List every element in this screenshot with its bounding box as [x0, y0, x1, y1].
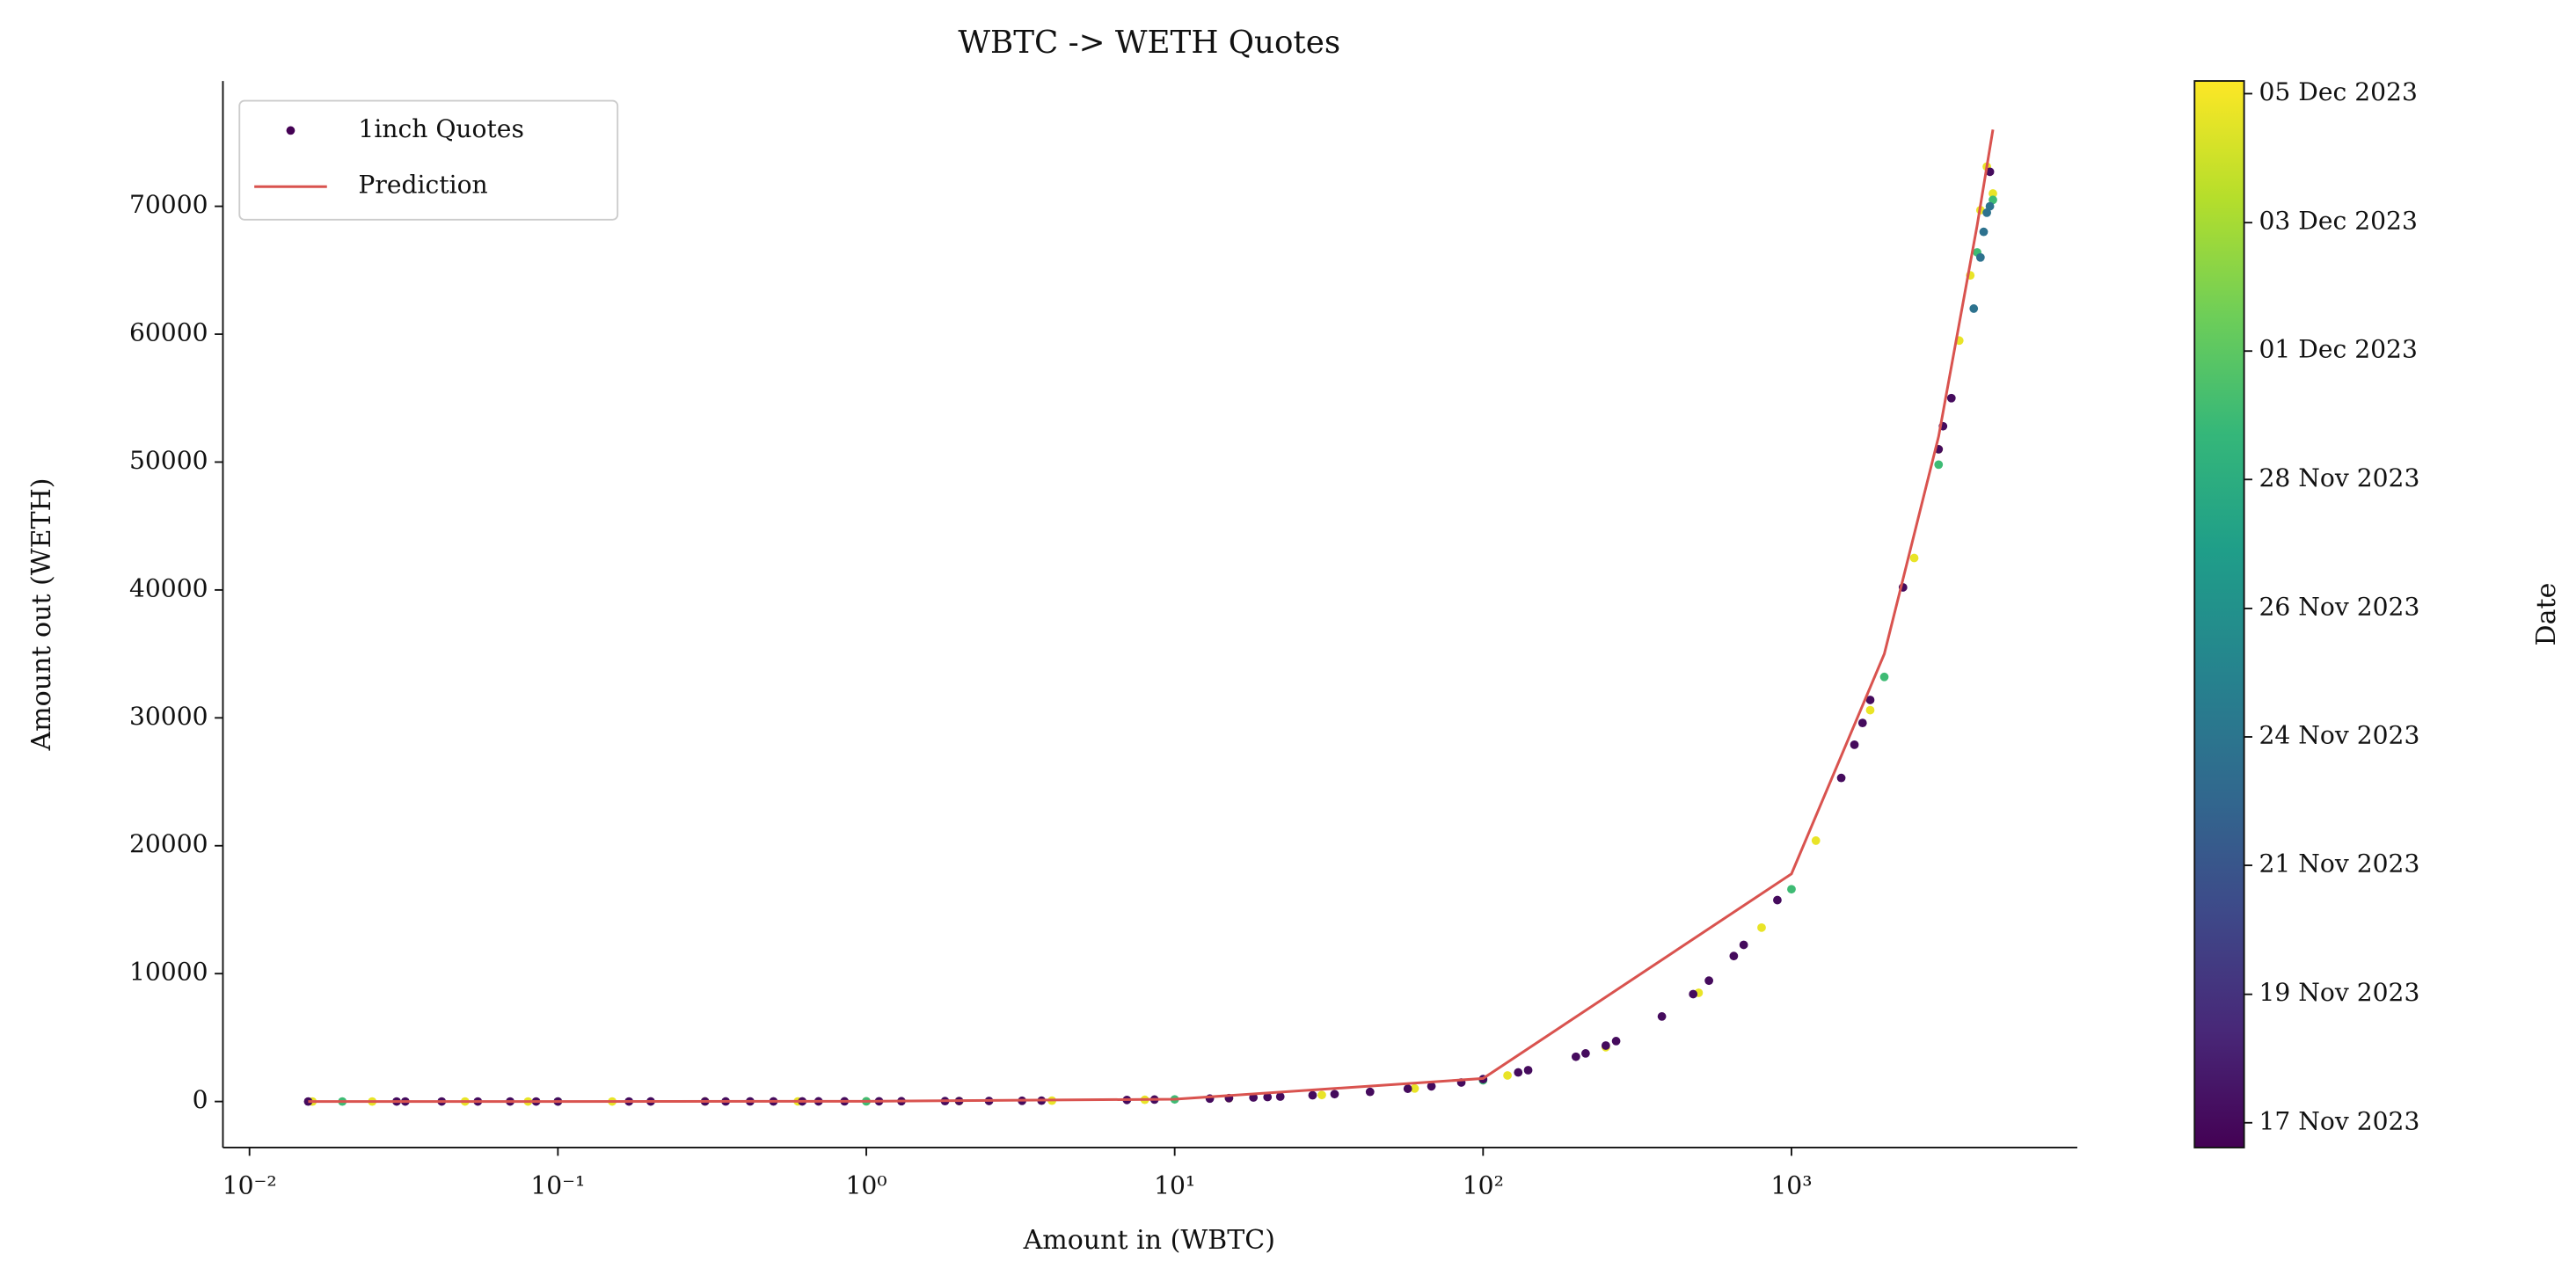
y-axis-label: Amount out (WETH)	[26, 478, 57, 752]
legend-label: Prediction	[358, 171, 487, 200]
scatter-point	[1611, 1037, 1621, 1046]
scatter-point	[1403, 1084, 1412, 1093]
scatter-point	[1865, 705, 1875, 715]
x-tick-label: 10⁻¹	[530, 1171, 585, 1200]
scatter-point	[1979, 227, 1989, 237]
scatter-point	[1427, 1082, 1436, 1091]
y-tick-label: 70000	[129, 190, 208, 219]
colorbar-tick-label: 21 Nov 2023	[2259, 849, 2420, 878]
scatter-point	[1739, 940, 1748, 950]
x-tick-label: 10²	[1463, 1171, 1504, 1200]
scatter-point	[1985, 201, 1995, 211]
scatter-point	[1308, 1090, 1317, 1100]
scatter-point	[1757, 922, 1766, 932]
y-tick-label: 20000	[129, 829, 208, 858]
scatter-point	[1657, 1012, 1667, 1021]
x-tick-label: 10³	[1770, 1171, 1812, 1200]
colorbar-tick-label: 19 Nov 2023	[2259, 978, 2420, 1007]
scatter-point	[1909, 553, 1919, 563]
legend-marker	[286, 126, 296, 135]
scatter-point	[1975, 252, 1985, 262]
colorbar-tick-label: 26 Nov 2023	[2259, 592, 2420, 621]
scatter-point	[1982, 208, 1991, 217]
x-tick-label: 10⁰	[845, 1171, 887, 1200]
scatter-point	[1811, 836, 1821, 845]
scatter-point	[1523, 1066, 1533, 1075]
colorbar-tick-label: 03 Dec 2023	[2259, 207, 2418, 236]
scatter-point	[1704, 976, 1714, 986]
scatter-point	[1263, 1092, 1273, 1102]
y-tick-label: 0	[193, 1085, 208, 1114]
scatter-point	[1729, 951, 1739, 961]
scatter-point	[1330, 1090, 1339, 1099]
colorbar-tick-label: 28 Nov 2023	[2259, 463, 2420, 492]
scatter-point	[1857, 718, 1867, 728]
scatter-point	[1850, 740, 1859, 749]
scatter-point	[1836, 773, 1846, 783]
legend-label: 1inch Quotes	[358, 114, 524, 143]
scatter-point	[1514, 1068, 1523, 1077]
scatter-point	[1410, 1083, 1419, 1093]
legend-items: 1inch Quotes Prediction	[254, 114, 524, 200]
legend	[238, 99, 619, 221]
scatter-point	[1879, 672, 1889, 682]
scatter-point	[1503, 1071, 1512, 1080]
scatter-point	[1689, 989, 1698, 999]
scatter-point	[1317, 1090, 1326, 1100]
scatter-point	[1365, 1087, 1375, 1097]
scatter-point	[1989, 189, 1997, 198]
scatter-point	[1571, 1052, 1580, 1061]
y-tick-label: 40000	[129, 573, 208, 602]
scatter-point	[1601, 1041, 1610, 1050]
colorbar-tick-label: 05 Dec 2023	[2259, 77, 2418, 106]
x-axis-label: Amount in (WBTC)	[1023, 1225, 1275, 1256]
plot-area	[303, 129, 1997, 1106]
colorbar-tick-label: 24 Nov 2023	[2259, 720, 2420, 749]
colorbar	[2193, 80, 2245, 1148]
scatter-point	[1989, 195, 1997, 205]
y-tick-label: 30000	[129, 702, 208, 731]
y-tick-label: 60000	[129, 318, 208, 347]
y-tick-label: 10000	[129, 958, 208, 987]
x-tick-label: 10¹	[1154, 1171, 1195, 1200]
colorbar-label: Date	[2531, 583, 2562, 646]
chart-title: WBTC -> WETH Quotes	[958, 25, 1340, 61]
scatter-point	[1969, 304, 1979, 313]
scatter-point	[1934, 460, 1944, 470]
colorbar-tick-label: 17 Nov 2023	[2259, 1106, 2420, 1135]
prediction-line	[308, 129, 1995, 1104]
y-tick-label: 50000	[129, 446, 208, 475]
scatter-point	[1946, 393, 1956, 403]
x-tick-label: 10⁻²	[223, 1171, 277, 1200]
colorbar-tick-label: 01 Dec 2023	[2259, 335, 2418, 364]
scatter-point	[1275, 1092, 1285, 1101]
scatter-point	[1773, 895, 1782, 905]
scatter-point	[1985, 167, 1995, 177]
scatter-point	[1865, 696, 1875, 704]
scatter-point	[1581, 1049, 1590, 1058]
scatter-point	[1787, 885, 1796, 894]
